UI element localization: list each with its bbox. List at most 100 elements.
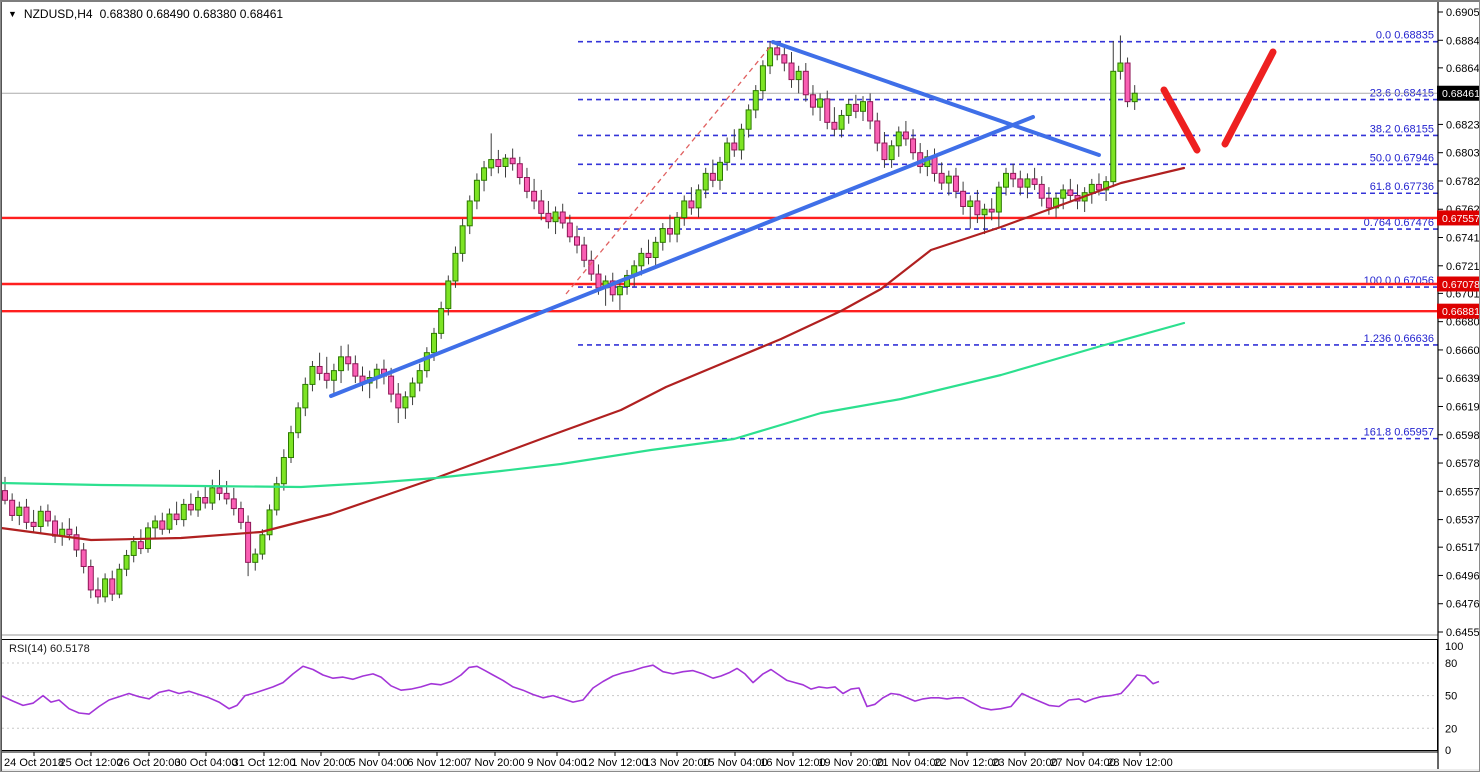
- candle-bearish: [645, 252, 652, 259]
- candle-bearish: [109, 578, 116, 595]
- candle-bullish: [1060, 189, 1067, 199]
- date-axis-label: 23 Nov 20:00: [992, 757, 1057, 769]
- candle-bearish: [538, 200, 545, 214]
- candle-bearish: [609, 280, 616, 296]
- candle-bullish: [860, 101, 866, 112]
- ma-fast-green: [1, 321, 1186, 489]
- candle-bullish: [1117, 62, 1124, 72]
- candle-bearish: [516, 163, 523, 179]
- candle-bullish: [752, 90, 759, 111]
- symbol-title: ▼ NZDUSD,H4 0.68380 0.68490 0.68380 0.68…: [8, 7, 283, 21]
- candle-bearish: [574, 236, 580, 246]
- date-axis-label: 26 Oct 20:00: [118, 757, 181, 769]
- candle-bullish: [452, 252, 459, 282]
- candle-bullish: [1131, 92, 1138, 103]
- candle-bearish: [388, 375, 395, 395]
- fib-level-label-100.0: 100.0 0.67056: [1364, 275, 1434, 287]
- candle-bullish: [116, 568, 123, 595]
- candle-bearish: [1031, 178, 1038, 185]
- candle-bearish: [173, 513, 180, 521]
- dashed-rally-line[interactable]: [565, 41, 775, 295]
- date-axis-label: 27 Nov 04:00: [1050, 757, 1115, 769]
- candle-bearish: [9, 499, 16, 516]
- candle-bearish: [345, 356, 352, 365]
- candle-bearish: [1038, 183, 1045, 199]
- candle-bearish: [395, 393, 402, 409]
- rsi-axis-label-100: 100: [1445, 641, 1463, 653]
- candle-bearish: [1017, 178, 1024, 188]
- date-axis-label: 16 Nov 12:00: [760, 757, 825, 769]
- candle-bearish: [202, 497, 209, 504]
- candle-bullish: [638, 252, 645, 267]
- candle-bearish: [30, 521, 37, 527]
- candle-bearish: [94, 589, 101, 598]
- bottom-strip: [1, 769, 1479, 771]
- candle-bullish: [466, 200, 473, 227]
- candle-bearish: [23, 506, 30, 523]
- candle-bearish: [731, 142, 738, 151]
- candle-bullish: [838, 114, 845, 130]
- candle-bullish: [981, 208, 988, 216]
- candle-bearish: [137, 541, 144, 550]
- fib-level-label-0.764: 0.764 0.67476: [1364, 217, 1434, 229]
- price-axis-label: 0.68235: [1446, 119, 1480, 131]
- date-axis-label: 6 Nov 12:00: [407, 757, 466, 769]
- price-axis-label: 0.67825: [1446, 176, 1480, 188]
- candle-bearish: [2, 490, 8, 501]
- candle-bearish: [781, 54, 788, 64]
- candle-bearish: [1045, 197, 1052, 209]
- symbol-quotes: 0.68380 0.68490 0.68380 0.68461: [99, 7, 284, 21]
- candle-bullish: [195, 497, 202, 511]
- candle-bullish: [16, 506, 23, 516]
- candle-bearish: [237, 508, 244, 523]
- candle-bearish: [1067, 189, 1074, 196]
- date-axis-label: 24 Oct 2018: [4, 757, 64, 769]
- rsi-indicator-label: RSI(14) 60.5178: [9, 643, 90, 655]
- candle-bullish: [37, 510, 44, 527]
- candle-bearish: [495, 159, 502, 167]
- candle-bearish: [44, 510, 51, 522]
- candle-bearish: [230, 498, 237, 510]
- projection-arrow-up[interactable]: [1221, 48, 1277, 148]
- candle-bullish: [502, 157, 509, 167]
- candle-bearish: [595, 273, 602, 289]
- candle-bullish: [724, 142, 731, 163]
- candle-bearish: [852, 103, 859, 112]
- symbol-dropdown-icon[interactable]: ▼: [8, 9, 17, 19]
- rsi-axis-label-50: 50: [1445, 691, 1457, 703]
- fib-level-label-161.8: 161.8 0.65957: [1364, 427, 1434, 439]
- date-axis-label: 22 Nov 12:00: [934, 757, 999, 769]
- candle-bearish: [559, 211, 566, 224]
- candle-bearish: [902, 131, 909, 140]
- date-axis-label: 31 Oct 12:00: [233, 757, 296, 769]
- candle-bullish: [702, 172, 709, 191]
- candle-bullish: [288, 432, 294, 459]
- candle-bullish: [123, 554, 130, 570]
- price-axis-label: 0.66395: [1446, 373, 1480, 385]
- candle-bullish: [674, 217, 681, 235]
- fib-level-label-50.0: 50.0 0.67946: [1370, 152, 1434, 164]
- rsi-axis-label-80: 80: [1445, 658, 1457, 670]
- candle-bearish: [867, 101, 874, 122]
- candle-bullish: [180, 503, 187, 521]
- price-axis-label: 0.64555: [1446, 627, 1480, 639]
- descending-trendline[interactable]: [771, 40, 1101, 157]
- fib-level-label-38.2: 38.2 0.68155: [1370, 123, 1434, 135]
- date-axis-label: 25 Oct 12:00: [60, 757, 123, 769]
- candle-bullish: [438, 308, 445, 334]
- price-badge-red-0: [1437, 210, 1479, 226]
- candle-bearish: [531, 190, 538, 202]
- projection-arrow-down[interactable]: [1160, 86, 1201, 154]
- candle-bearish: [245, 521, 252, 563]
- ascending-trendline[interactable]: [329, 115, 1035, 398]
- candle-bullish: [402, 396, 409, 409]
- candle-bullish: [102, 578, 109, 598]
- candle-bearish: [80, 549, 87, 567]
- candle-bullish: [330, 370, 337, 381]
- candle-bearish: [774, 47, 781, 56]
- candle-bearish: [352, 363, 359, 377]
- date-axis-label: 1 Nov 20:00: [291, 757, 350, 769]
